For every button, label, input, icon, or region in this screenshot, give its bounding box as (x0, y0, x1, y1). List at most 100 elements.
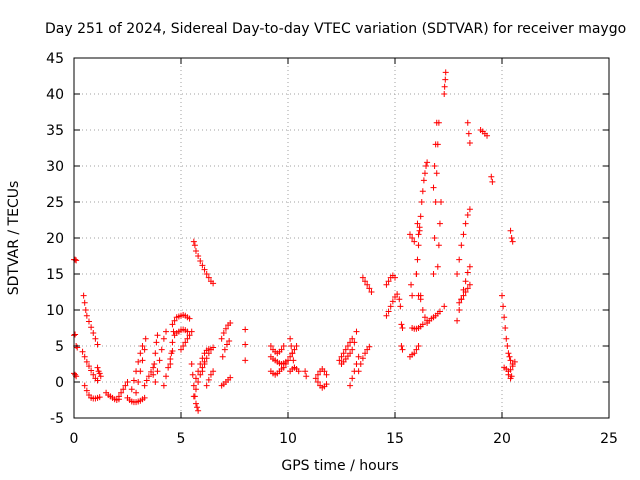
data-point (398, 343, 405, 349)
series-arc-61 (441, 303, 448, 310)
series-arc-70 (505, 371, 515, 382)
data-point (195, 253, 202, 259)
data-point (424, 159, 431, 166)
data-point (456, 256, 463, 263)
data-point (421, 314, 428, 321)
data-point (366, 343, 373, 350)
data-point (314, 371, 321, 378)
x-axis-tick-labels: 0 5 10 15 20 25 (70, 431, 618, 447)
data-point (406, 231, 413, 238)
data-point (96, 370, 103, 377)
data-point (432, 141, 439, 148)
data-point (287, 335, 294, 342)
series-arc-18 (169, 312, 193, 328)
y-tick-label: 5 (55, 339, 64, 355)
data-point (383, 281, 390, 288)
data-point (314, 379, 321, 385)
data-point (464, 269, 471, 276)
data-point (291, 346, 298, 353)
series-arc-35 (282, 343, 300, 367)
data-point (115, 393, 122, 400)
data-point (192, 375, 199, 382)
series-arc-05 (79, 348, 101, 384)
series-arc-51 (409, 321, 426, 332)
data-point (154, 332, 161, 339)
data-point (344, 343, 351, 349)
data-point (438, 199, 445, 205)
data-point (464, 211, 471, 218)
data-point (413, 271, 420, 277)
data-point (460, 231, 467, 238)
y-axis-tick-labels: -5 0 5 10 15 20 25 30 35 40 45 (46, 51, 64, 427)
data-point (163, 328, 170, 335)
series-arc-30 (242, 326, 249, 364)
data-point (442, 76, 449, 83)
series-arc-58 (430, 119, 440, 191)
x-tick-label: 15 (386, 431, 404, 447)
data-point (280, 343, 287, 349)
data-point (210, 344, 217, 351)
data-points (71, 69, 518, 414)
data-point (385, 308, 392, 315)
series-arc-22 (188, 361, 202, 414)
data-point (500, 303, 507, 310)
x-tick-label: 25 (600, 431, 618, 447)
data-point (205, 350, 212, 357)
series-arc-13 (141, 364, 157, 389)
data-point (192, 386, 199, 393)
data-point (137, 350, 144, 357)
series-arc-29 (218, 374, 234, 389)
data-point (72, 256, 79, 263)
data-point (158, 346, 165, 353)
data-point (416, 224, 423, 231)
series-arc-10 (124, 394, 148, 406)
series-arc-66 (477, 127, 491, 139)
data-point (321, 368, 328, 375)
data-point (94, 377, 101, 384)
series-arc-53 (413, 159, 431, 277)
data-point (167, 355, 174, 362)
data-point (441, 91, 448, 97)
data-point (137, 368, 144, 375)
data-point (433, 170, 440, 177)
data-point (169, 321, 176, 328)
data-point (169, 339, 176, 346)
data-point (242, 341, 249, 348)
series-arc-27 (218, 319, 234, 342)
y-tick-label: 40 (46, 87, 64, 103)
data-point (394, 291, 401, 298)
data-point (338, 353, 345, 360)
data-point (153, 339, 160, 346)
series-arc-04 (80, 292, 101, 348)
data-point (336, 357, 343, 364)
data-point (150, 364, 157, 371)
data-point (285, 357, 291, 364)
data-point (362, 278, 369, 285)
data-point (82, 307, 89, 313)
data-point (302, 368, 309, 375)
data-point (197, 371, 204, 378)
data-point (499, 292, 505, 299)
data-point (150, 371, 157, 378)
data-point (224, 341, 231, 348)
series-arc-50 (408, 281, 416, 299)
data-point (423, 163, 430, 169)
data-point (442, 69, 449, 76)
y-tick-label: 35 (46, 123, 64, 139)
data-point (210, 280, 217, 287)
data-point (135, 379, 142, 385)
data-point (143, 377, 150, 384)
data-point (340, 350, 347, 357)
data-point (466, 263, 473, 270)
data-point (201, 361, 208, 367)
data-point (464, 285, 471, 292)
data-point (83, 312, 90, 319)
data-point (205, 274, 212, 281)
data-point (399, 346, 406, 353)
data-point (465, 130, 472, 137)
data-point (205, 376, 212, 383)
data-point (434, 263, 441, 270)
data-point (220, 330, 227, 337)
series-arc-48 (398, 343, 406, 353)
data-point (90, 330, 97, 337)
